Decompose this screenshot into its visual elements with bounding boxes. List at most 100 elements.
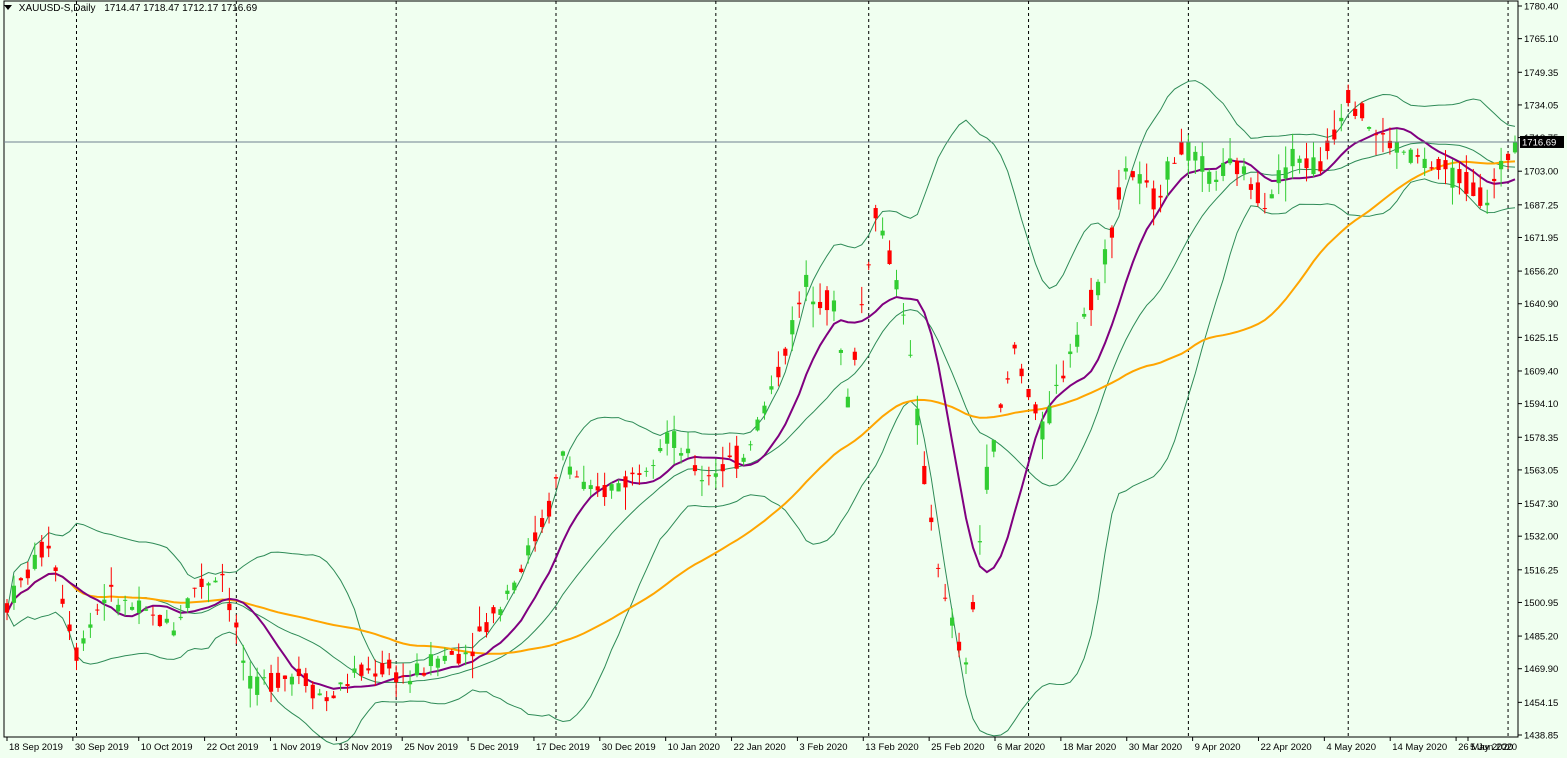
candle [310,681,315,710]
candle [533,515,538,552]
candle [609,482,614,499]
chart-title: XAUUSD-S,Daily 1714.47 1718.47 1712.17 1… [4,3,263,14]
candle-body [366,668,371,671]
candle-body [4,603,10,613]
x-tick-label: 10 Jan 2020 [668,742,720,753]
candle [880,217,885,239]
candle-body [1123,168,1128,172]
x-tick-label: 10 Oct 2019 [141,742,193,753]
candle-body [1207,171,1212,184]
candle [630,467,635,486]
candle-body [1360,103,1365,119]
candle [213,577,218,583]
candle [1061,360,1066,383]
candle-body [880,230,885,236]
candle [1005,371,1010,384]
candle [762,401,767,420]
candle [1380,117,1386,153]
candle-body [60,598,65,604]
candle-body [1283,167,1288,179]
candle [658,439,663,453]
candle [317,688,322,696]
candle-body [936,567,941,569]
candle [1485,189,1490,214]
candle-body [255,676,260,695]
candle-body [102,599,107,604]
candle-body [289,676,295,685]
candle-body [1443,160,1448,170]
candle [727,442,732,459]
candle [401,663,406,684]
x-tick-label: 26 May 2020 [1458,742,1513,753]
candle-body [1401,151,1406,153]
candle [713,458,718,489]
candle [442,647,447,665]
candle-body [727,455,732,458]
candle-body [678,453,684,456]
candle-body [1415,155,1420,157]
candle [116,598,121,616]
candle-body [950,617,955,626]
ohlc-readout: 1714.47 1718.47 1712.17 1716.69 [104,3,258,14]
candle [338,682,343,691]
candle-body [1089,289,1094,311]
candle [206,581,211,603]
candle [1040,411,1045,460]
candle-body [734,445,739,469]
candle-body [1227,158,1233,164]
candle-body [1492,178,1497,182]
candle [915,395,920,445]
candle [123,595,128,616]
candle-body [407,680,413,685]
candle [136,586,142,625]
candle [790,306,795,352]
candle-body [783,348,788,356]
candle-body [831,300,837,312]
candle [248,661,253,708]
candle [581,465,586,491]
candle [1366,126,1372,132]
candle-body [1380,133,1386,135]
candle-body [449,650,454,655]
candle-body [1478,187,1483,206]
candle-body [1054,384,1059,387]
candle-body [790,320,795,335]
candle-body [310,684,315,699]
candle-body [324,697,329,702]
candle-body [699,480,705,482]
candle-body [1165,161,1170,180]
candle [908,340,913,358]
plot-frame [3,0,1519,738]
candle [1255,171,1260,207]
candle [18,577,23,588]
candle-body [192,587,197,589]
candle-body [234,622,239,628]
candle-body [672,431,677,448]
y-tick-label: 1469.90 [1524,664,1558,675]
candle-body [644,470,649,472]
candle-body [755,419,760,431]
candle-body [602,485,607,498]
candle [963,657,969,675]
candle-body [546,500,552,517]
candle [1165,156,1170,197]
candle-body [1304,158,1309,169]
candle-body [130,606,135,610]
candle [929,504,934,531]
candle [1047,391,1052,425]
x-tick-label: 13 Nov 2019 [338,742,392,753]
candle [1464,155,1469,202]
candle-body [268,673,274,692]
x-tick-label: 18 Sep 2019 [9,742,63,753]
candle [894,269,899,297]
candle-body [658,447,663,452]
candle [692,455,698,476]
candle-body [741,457,746,462]
candle-body [1332,129,1337,140]
candle [1026,388,1031,401]
candle [811,286,816,328]
chevron-down-icon[interactable] [4,5,12,10]
candle [289,673,295,696]
symbol-label: XAUUSD-S,Daily [18,3,96,14]
candle-body [421,672,427,676]
